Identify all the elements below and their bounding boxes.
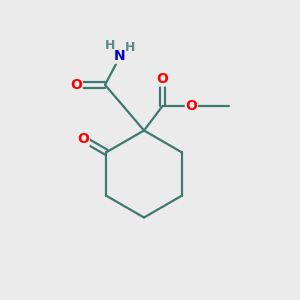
Text: N: N <box>114 49 125 63</box>
Text: O: O <box>185 99 197 113</box>
Text: H: H <box>105 39 115 52</box>
Text: H: H <box>125 41 135 54</box>
Text: O: O <box>77 132 89 146</box>
Text: O: O <box>157 72 169 86</box>
Text: O: O <box>70 78 82 92</box>
